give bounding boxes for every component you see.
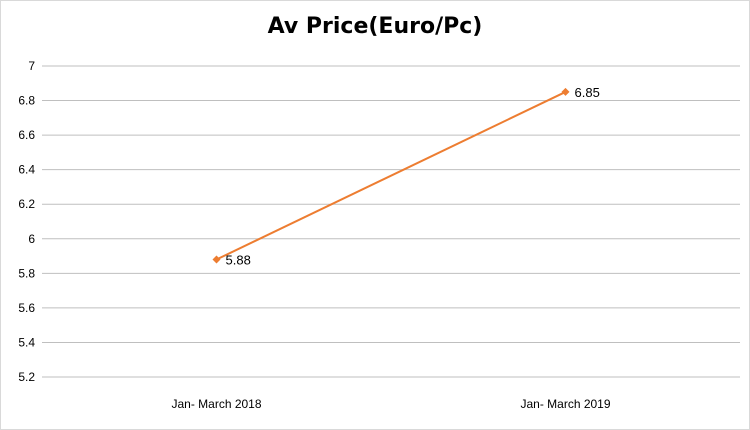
data-label: 6.85 (575, 85, 600, 100)
y-axis-labels: 5.2 5.4 5.6 5.8 6 6.2 6.4 6.6 6.8 7 (18, 59, 35, 384)
y-tick-label: 5.8 (18, 266, 35, 280)
chart-title: Av Price(Euro/Pc) (267, 14, 483, 39)
y-tick-label: 5.4 (18, 335, 35, 349)
y-tick-label: 7 (28, 59, 35, 73)
data-label: 5.88 (226, 253, 251, 268)
y-tick-label: 6.2 (18, 197, 35, 211)
data-point-marker (212, 255, 221, 264)
y-tick-label: 6 (28, 232, 35, 246)
series-line (216, 91, 566, 261)
y-tick-label: 6.4 (18, 163, 35, 177)
data-labels: 5.88 6.85 (226, 85, 600, 268)
x-axis-labels: Jan- March 2018 Jan- March 2019 (171, 397, 610, 411)
series-layer (212, 87, 570, 264)
y-tick-label: 6.6 (18, 128, 35, 142)
y-tick-label: 5.2 (18, 370, 35, 384)
x-tick-label: Jan- March 2019 (520, 397, 610, 411)
y-tick-label: 5.6 (18, 301, 35, 315)
y-tick-label: 6.8 (18, 94, 35, 108)
x-tick-label: Jan- March 2018 (171, 397, 261, 411)
data-point-marker (561, 87, 570, 96)
gridlines (42, 65, 740, 378)
